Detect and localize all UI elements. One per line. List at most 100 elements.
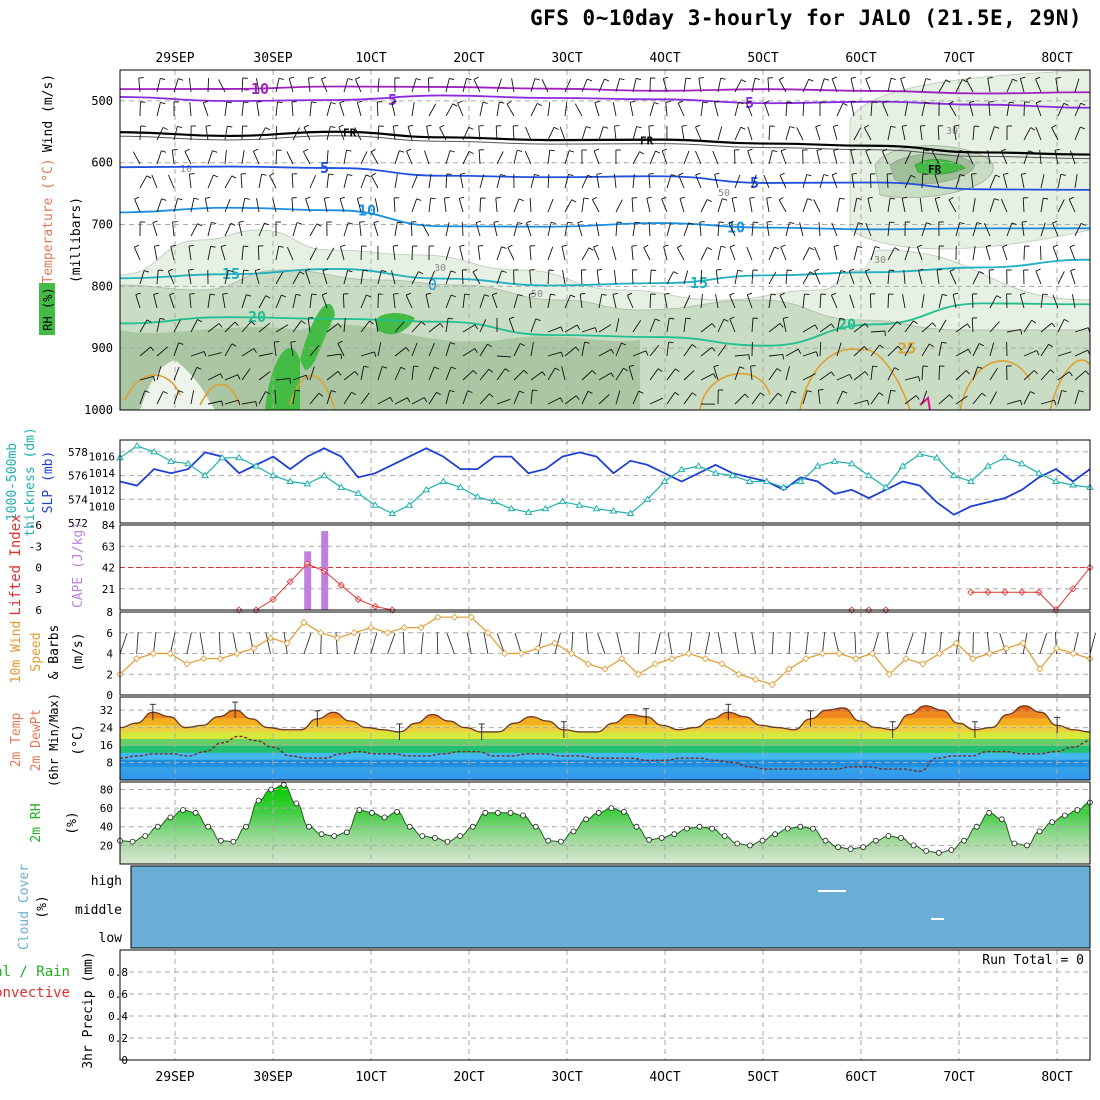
wind-barb-flag <box>1035 268 1041 272</box>
wind-barb-staff <box>1057 174 1062 189</box>
wind-barb-staff <box>921 294 925 309</box>
wind-barb-staff <box>802 247 810 261</box>
wind-barb-flag <box>393 125 399 127</box>
thickness-point <box>150 447 158 455</box>
wind-tick-label: 8 <box>106 606 113 619</box>
wind-barb-flag <box>823 174 829 177</box>
wind10m-barb <box>667 632 673 655</box>
wind-barb-flag <box>523 369 528 375</box>
wind-barb-staff <box>902 294 906 309</box>
wind-barb-staff <box>547 269 550 285</box>
wind-barb-staff <box>768 392 779 405</box>
wind-barb-staff <box>598 324 612 333</box>
wind-barb-flag <box>1048 343 1054 348</box>
wind-barb-staff <box>887 270 890 285</box>
wind-barb-flag <box>347 173 353 177</box>
wind-barb-staff <box>1057 271 1065 285</box>
wind-barb-staff <box>511 78 515 93</box>
wind-barb-staff <box>581 370 593 381</box>
wind-barb-flag <box>1078 390 1084 393</box>
time-tick-label: 6OCT <box>845 51 876 66</box>
wind-speed-point <box>986 649 994 658</box>
wind-barb-flag <box>932 148 937 153</box>
wind-barb-staff <box>343 78 349 93</box>
wind-barb-staff <box>712 150 719 165</box>
wind-barb-staff <box>853 198 858 213</box>
wind-barb-staff <box>1040 369 1051 381</box>
wind-barb-flag <box>473 76 479 80</box>
wind-barb-flag <box>146 175 152 179</box>
wind-barb-staff <box>937 125 940 141</box>
wind-barb-staff <box>132 151 141 165</box>
wind-barb-staff <box>188 270 192 285</box>
thickness-point <box>1069 481 1077 488</box>
wind-barb-staff <box>1002 174 1008 189</box>
wind-barb-staff <box>581 126 587 141</box>
rh-area <box>120 784 1090 864</box>
rh-point <box>1049 819 1056 825</box>
wind-barb-flag <box>526 220 532 224</box>
wind-barb-staff <box>666 174 672 189</box>
wind-barb-flag <box>518 198 524 202</box>
wind-barb-staff <box>731 198 736 213</box>
wind-barb-staff <box>309 175 317 189</box>
wind-barb-staff <box>666 368 676 381</box>
wind-barb-flag <box>783 316 789 319</box>
wind-barb-staff <box>948 199 957 213</box>
wind-barb-flag <box>833 148 839 151</box>
wind-barb-flag <box>780 244 786 248</box>
wind-barb-staff <box>218 79 226 93</box>
wind-barb-flag <box>915 395 920 400</box>
li-tick-label: 0 <box>35 562 42 575</box>
rh-point <box>520 812 526 819</box>
wind-barb-staff <box>615 390 621 405</box>
wind-barb-staff <box>649 102 655 117</box>
wind-barb-staff <box>615 318 620 333</box>
wind-barb-flag <box>529 269 535 271</box>
wind-barb-staff <box>938 294 943 309</box>
wind-barb-staff <box>904 151 912 165</box>
wind-barb-flag <box>303 148 309 153</box>
wind-barb-flag <box>517 149 523 152</box>
wind-barb-staff <box>427 77 430 93</box>
wind-barb-flag <box>153 376 156 382</box>
wind-barb-staff <box>241 348 255 357</box>
wind-barb-flag <box>774 246 780 250</box>
wind-barb-flag <box>985 244 992 248</box>
thickness-point <box>660 477 669 484</box>
temp-tick-label: 8 <box>106 757 113 770</box>
rh-point <box>986 809 993 816</box>
wind-barb-flag <box>168 268 173 272</box>
wind-barb-flag <box>831 76 837 80</box>
wind-barb-staff <box>343 150 347 165</box>
thickness-point <box>949 471 958 479</box>
wind-barb-flag <box>560 326 564 332</box>
wind-barb-staff <box>496 78 502 93</box>
cloud-layer-label: low <box>99 931 123 946</box>
wind-barb-flag <box>879 344 884 349</box>
wind-barb-flag <box>517 294 523 297</box>
wind-barb-flag <box>744 393 749 398</box>
wind-barb-staff <box>938 319 947 333</box>
pressure-tick-label: 1000 <box>84 403 113 417</box>
wind-barb-staff <box>989 295 997 309</box>
wind-speed-point <box>952 639 960 647</box>
wind-barb-flag <box>184 148 190 152</box>
wind-barb-flag <box>953 124 959 127</box>
wind-barb-flag <box>583 197 589 200</box>
wind-barb-staff <box>836 318 841 333</box>
wind-barb-flag <box>277 101 283 104</box>
wind-barb-staff <box>683 295 691 309</box>
thickness-point <box>167 457 175 464</box>
wind-barb-staff <box>867 198 872 213</box>
wind-barb-staff <box>411 78 417 93</box>
wind-barb-flag <box>1069 244 1075 248</box>
wind-barb-staff <box>955 370 967 381</box>
wind-barb-staff <box>491 294 498 309</box>
wind-barb-staff <box>887 198 891 213</box>
wind-barb-staff <box>207 77 210 93</box>
wind-barb-staff <box>833 246 838 261</box>
rh-point <box>469 823 476 830</box>
wind-barb-flag <box>519 390 525 394</box>
